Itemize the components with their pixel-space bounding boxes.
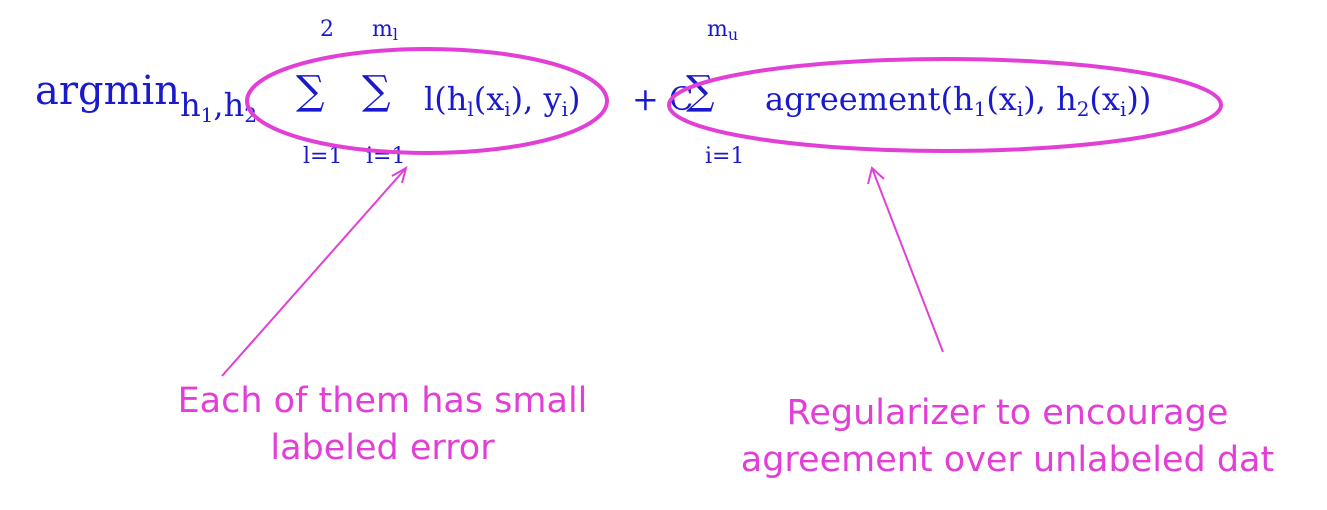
agreement-part-b: (x bbox=[986, 80, 1017, 118]
agreement-part-c: ), h bbox=[1023, 80, 1077, 118]
sum1-lower-limit: l=1 bbox=[303, 144, 343, 169]
regularizer-note: Regularizer to encourage agreement over … bbox=[690, 390, 1325, 484]
sum1-symbol: ∑ bbox=[296, 68, 325, 114]
sum1-upper-limit: 2 bbox=[320, 17, 334, 42]
sum2-lower-limit: i=1 bbox=[366, 144, 406, 169]
loss-expr-part-d: ) bbox=[567, 80, 581, 118]
right-arrow bbox=[867, 166, 944, 353]
agreement-part-d: (x bbox=[1089, 80, 1120, 118]
sum3-upper-sub: u bbox=[727, 25, 739, 44]
regularizer-note-line2: agreement over unlabeled dat bbox=[740, 440, 1275, 480]
sum2-upper-limit: ml bbox=[372, 17, 398, 44]
loss-expr-sub-i1: i bbox=[504, 97, 511, 121]
sum3-symbol: ∑ bbox=[686, 68, 715, 114]
plus-c-term: + C bbox=[632, 80, 694, 118]
argmin-sub-h2: h bbox=[223, 86, 245, 124]
sum2-symbol: ∑ bbox=[362, 68, 391, 114]
regularizer-note-line1: Regularizer to encourage bbox=[786, 393, 1229, 433]
argmin-sub-comma: , bbox=[213, 86, 224, 124]
labeled-error-note-line2: labeled error bbox=[270, 428, 495, 468]
sum2-upper-sub: l bbox=[392, 25, 398, 44]
sum3-upper-limit: mu bbox=[707, 17, 739, 44]
sum2-upper-m: m bbox=[372, 17, 393, 42]
loss-expr-sub-l: l bbox=[467, 97, 474, 121]
agreement-expression: agreement(h1(xi), h2(xi)) bbox=[765, 80, 1152, 121]
sum3-upper-m: m bbox=[707, 17, 728, 42]
agreement-ellipse bbox=[667, 57, 1223, 153]
argmin-operator: argminh1,h2 bbox=[35, 68, 257, 127]
sum3-lower-limit: i=1 bbox=[705, 144, 745, 169]
agreement-sub-i2: i bbox=[1119, 97, 1127, 121]
agreement-part-e: )) bbox=[1126, 80, 1152, 118]
labeled-error-ellipse bbox=[245, 47, 609, 155]
argmin-subscript: h1,h2 bbox=[180, 86, 257, 127]
loss-expr-part-a: l(h bbox=[424, 80, 468, 118]
loss-expr-part-c: ), y bbox=[510, 80, 562, 118]
argmin-sub-1: 1 bbox=[200, 103, 214, 127]
argmin-sub-h1: h bbox=[180, 86, 201, 124]
loss-expr-sub-i2: i bbox=[561, 97, 568, 121]
agreement-part-a: agreement(h bbox=[765, 80, 974, 118]
agreement-sub-2: 2 bbox=[1076, 97, 1090, 121]
labeled-error-note: Each of them has small labeled error bbox=[130, 378, 635, 472]
labeled-error-note-line1: Each of them has small bbox=[177, 381, 588, 421]
loss-expression: l(hl(xi), yi) bbox=[424, 80, 581, 121]
left-arrow bbox=[221, 165, 408, 377]
loss-expr-part-b: (x bbox=[473, 80, 505, 118]
agreement-sub-i1: i bbox=[1016, 97, 1024, 121]
agreement-sub-1: 1 bbox=[973, 97, 987, 121]
argmin-text: argmin bbox=[35, 68, 181, 114]
